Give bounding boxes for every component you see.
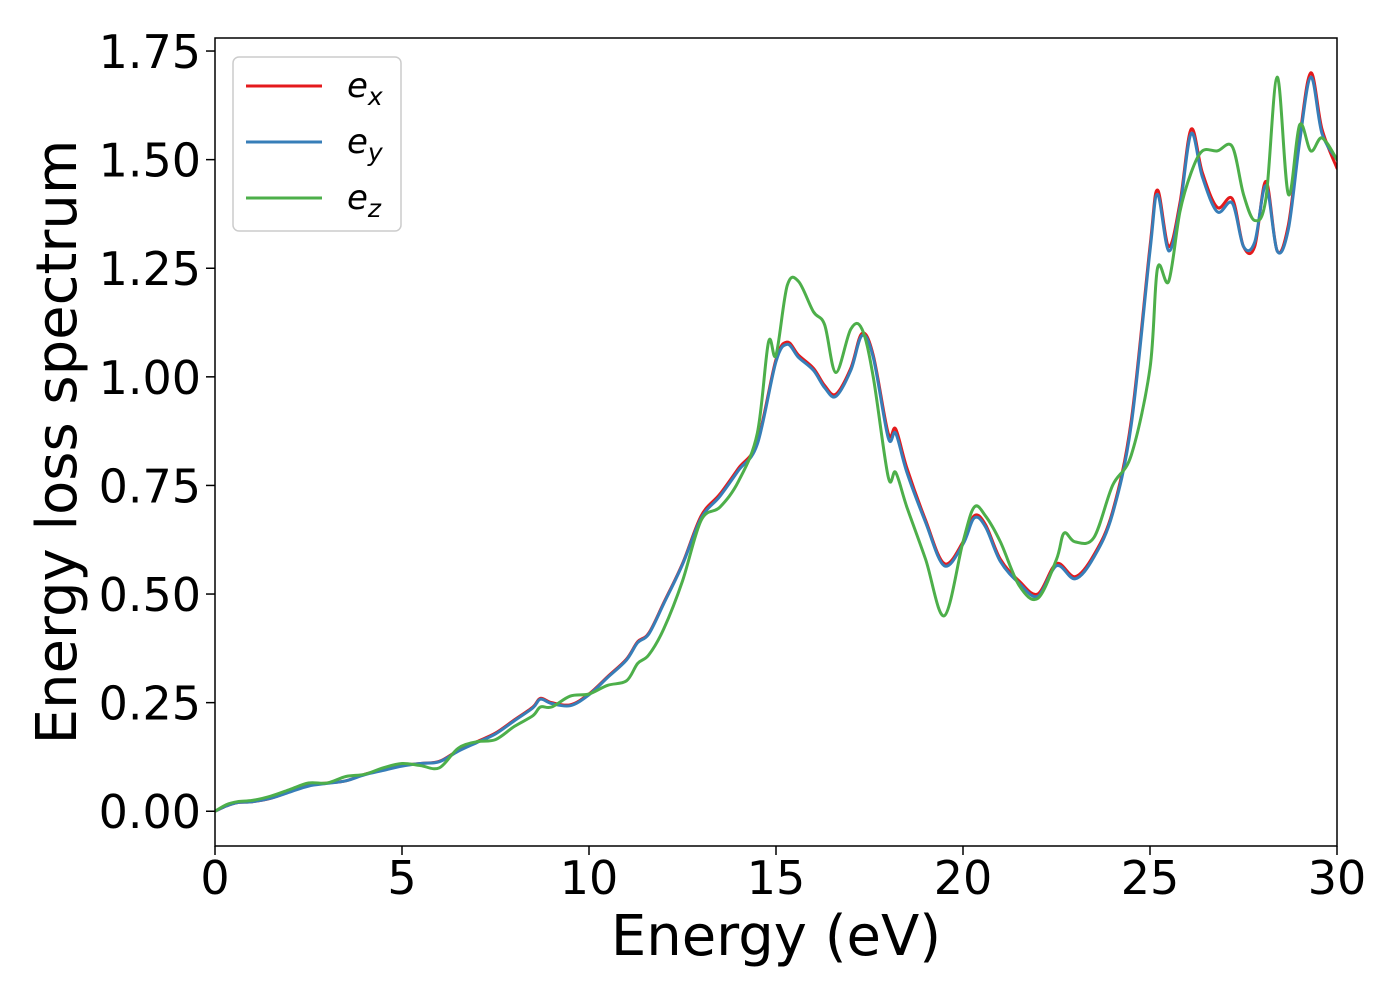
y-axis-ticks: 0.00 0.25 0.50 0.75 1.00 1.25 1.50 1.75 (99, 25, 215, 839)
series-line-ey (215, 75, 1337, 813)
y-tick-label: 0.75 (99, 459, 201, 513)
series-lines (215, 71, 1337, 813)
x-tick-label: 10 (560, 851, 619, 905)
y-tick-label: 0.25 (99, 677, 201, 731)
legend-label-ex: ex (347, 66, 383, 111)
y-tick-label: 0.00 (99, 785, 201, 839)
x-axis-title: Energy (eV) (611, 904, 941, 969)
y-tick-label: 1.50 (99, 134, 201, 188)
x-axis-ticks: 0 5 10 15 20 25 30 (200, 846, 1366, 905)
x-tick-label: 0 (200, 851, 229, 905)
legend-box (232, 56, 402, 232)
series-line-ez (215, 75, 1337, 813)
x-tick-label: 5 (387, 851, 416, 905)
y-tick-label: 1.00 (99, 351, 201, 405)
x-tick-label: 15 (747, 851, 806, 905)
y-tick-label: 1.25 (99, 242, 201, 296)
x-tick-label: 30 (1308, 851, 1367, 905)
legend-label-ey: ey (347, 122, 384, 167)
y-axis-title: Energy loss spectrum (25, 140, 90, 745)
x-tick-label: 25 (1121, 851, 1180, 905)
x-tick-label: 20 (934, 851, 993, 905)
y-tick-label: 0.50 (99, 568, 201, 622)
y-tick-label: 1.75 (99, 25, 201, 79)
